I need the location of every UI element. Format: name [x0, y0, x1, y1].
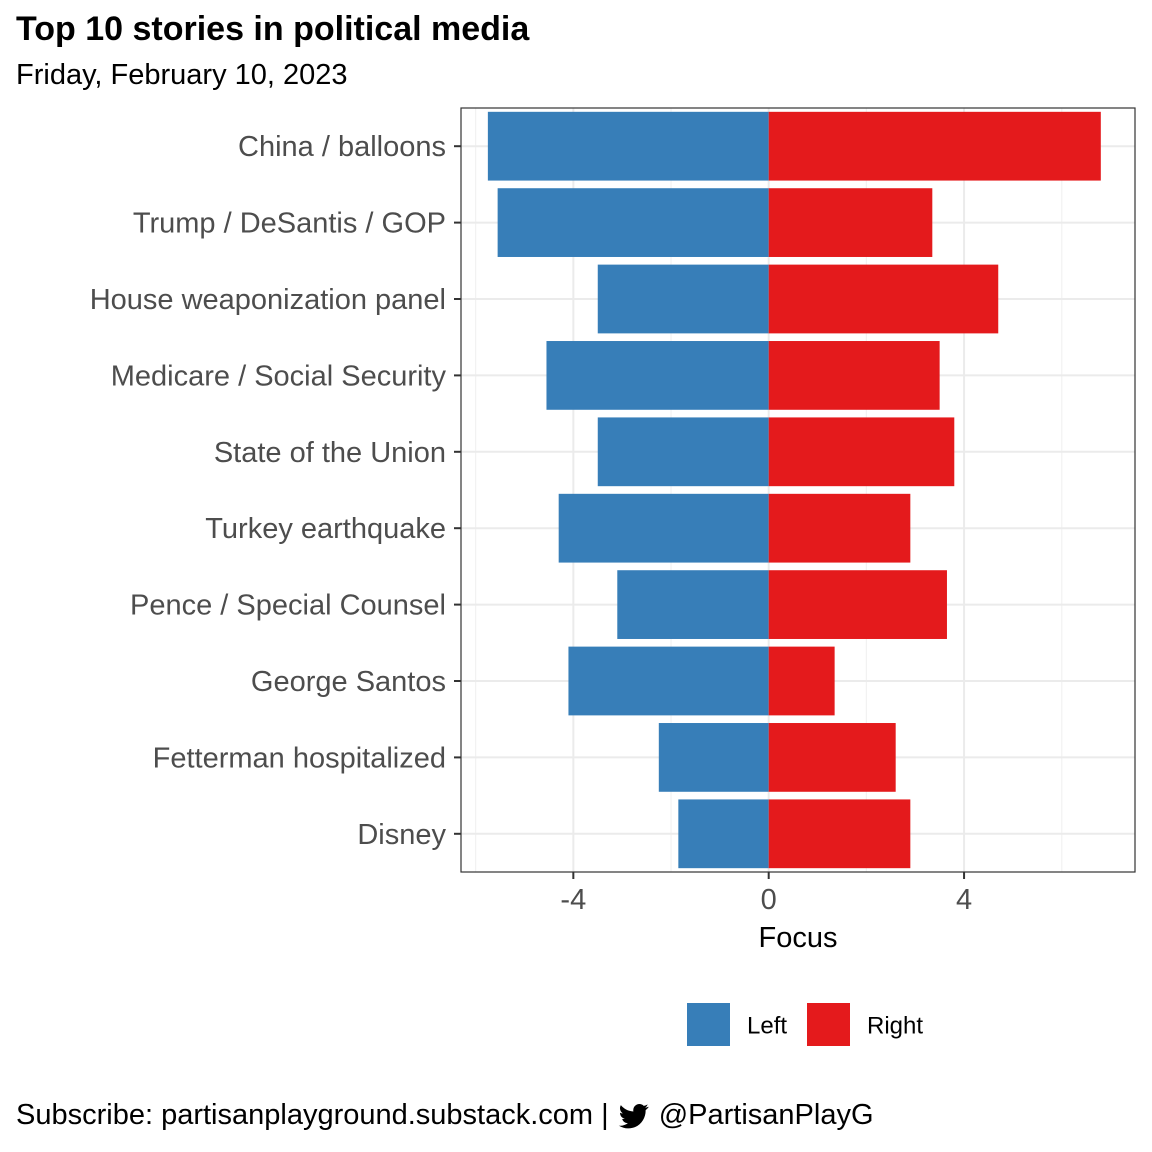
bar-chart: China / balloons Trump / DeSantis / GOP Ho… [90, 107, 1136, 1046]
x-tick-label: 4 [956, 884, 972, 916]
bar-left [546, 341, 769, 410]
bar-right [768, 417, 955, 487]
x-tick-label: -4 [560, 884, 586, 916]
bar-right [768, 188, 933, 257]
bar-right [768, 723, 896, 792]
bar-right [768, 570, 947, 639]
x-axis-title: Focus [759, 922, 838, 954]
bar-left [487, 111, 769, 181]
bar-left [558, 493, 769, 563]
legend-key-left [687, 1003, 730, 1046]
y-axis: China / balloons Trump / DeSantis / GOP Ho… [90, 131, 461, 851]
bar-left [497, 188, 769, 257]
y-tick-label: State of the Union [214, 437, 446, 469]
bar-left [617, 570, 769, 639]
chart-subtitle: Friday, February 10, 2023 [16, 59, 348, 91]
y-tick-label: Pence / Special Counsel [130, 590, 446, 622]
footer: Subscribe: partisanplayground.substack.c… [16, 1099, 874, 1132]
bar-right [768, 341, 940, 410]
footer-subscribe-text: Subscribe: partisanplayground.substack.c… [16, 1099, 617, 1131]
bar-right [768, 111, 1101, 181]
bar-right [768, 493, 911, 563]
legend-key-right [807, 1003, 850, 1046]
y-tick-label: Fetterman hospitalized [153, 742, 446, 774]
bar-right [768, 646, 835, 716]
y-tick-label: Disney [357, 819, 446, 851]
chart-title: Top 10 stories in political media [16, 10, 530, 48]
footer-twitter-handle: @PartisanPlayG [658, 1099, 874, 1131]
legend-label-right: Right [867, 1013, 923, 1040]
bar-left [597, 417, 769, 487]
bar-left [568, 646, 769, 716]
y-tick-label: George Santos [251, 666, 446, 698]
panel-border [460, 107, 1136, 873]
bar-right [768, 264, 999, 334]
bar-right [768, 799, 911, 869]
x-tick-label: 0 [761, 884, 777, 916]
x-axis: -4 0 4 [560, 872, 972, 916]
y-tick-label: China / balloons [238, 131, 446, 163]
y-tick-label: House weaponization panel [90, 284, 446, 316]
twitter-bird-icon [618, 1103, 649, 1128]
bar-left [658, 723, 769, 792]
y-tick-label: Turkey earthquake [205, 513, 446, 545]
legend: Left Right [687, 1003, 923, 1046]
legend-label-left: Left [747, 1013, 787, 1040]
y-tick-label: Medicare / Social Security [111, 360, 447, 392]
y-tick-label: Trump / DeSantis / GOP [133, 208, 446, 240]
bar-left [597, 264, 769, 334]
bar-left [678, 799, 769, 869]
bars [487, 111, 1101, 869]
